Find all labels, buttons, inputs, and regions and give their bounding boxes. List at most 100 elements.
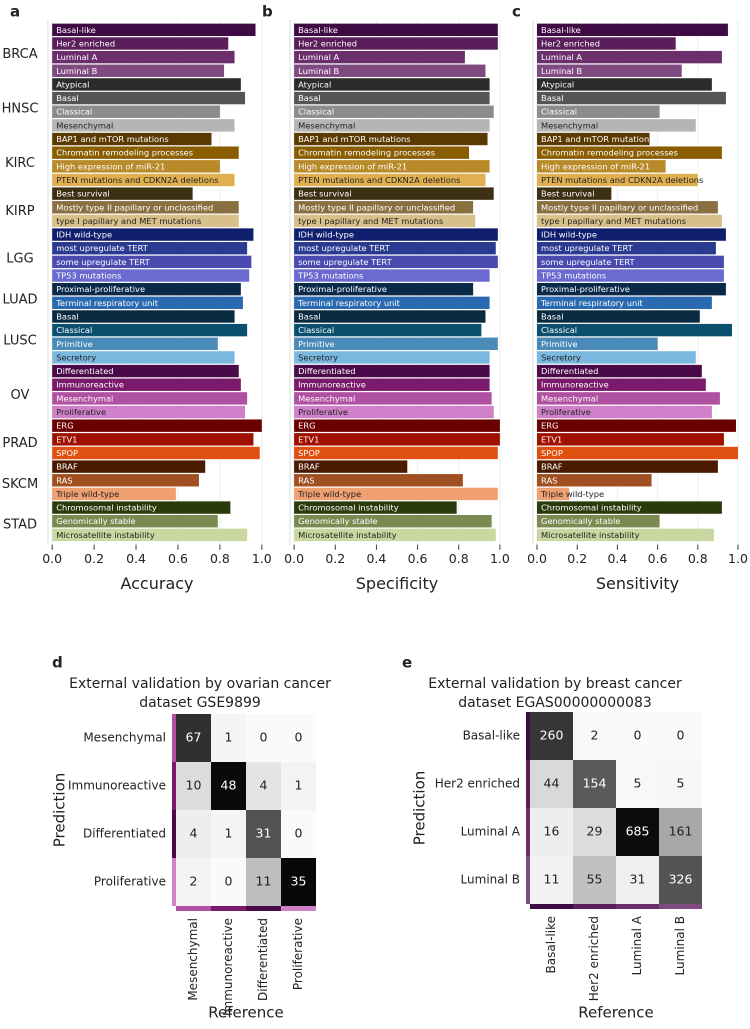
heatmap-cell — [573, 856, 616, 904]
bar-label: Basal-like — [56, 25, 96, 35]
bar — [294, 160, 490, 173]
cell-label: 0 — [295, 826, 303, 841]
cell-label: 11 — [256, 874, 272, 889]
bar — [52, 323, 248, 337]
bar-label: BRAF — [56, 462, 78, 472]
bar-label: PTEN mutations and CDKN2A deletions — [56, 175, 218, 185]
cell-label: 44 — [544, 776, 560, 791]
cell-label: 5 — [634, 776, 642, 791]
bar — [537, 446, 738, 460]
x-tick-label: 0.6 — [648, 551, 668, 566]
row-color-strip — [172, 858, 176, 906]
bar-label: Chromatin remodeling processes — [541, 148, 678, 158]
bar-label: Microsatellite instability — [298, 530, 397, 540]
heatmap-cell — [211, 810, 246, 858]
x-tick-label: Mesenchymal — [186, 918, 200, 1001]
bar — [52, 187, 193, 200]
heatmap-cell — [573, 760, 616, 808]
bar-label: SPOP — [56, 448, 78, 458]
bar — [537, 78, 712, 91]
bar-label: Mostly type II papillary or unclassified — [298, 202, 455, 212]
bar-label: Differentiated — [298, 366, 355, 376]
bar — [537, 160, 666, 173]
bar-label: BAP1 and mTOR mutations — [56, 134, 169, 144]
bar-label: Mesenchymal — [541, 120, 598, 130]
bar — [537, 105, 660, 118]
x-tick-label: 0.4 — [126, 551, 146, 566]
cell-label: 31 — [630, 872, 646, 887]
bar-label: Mesenchymal — [56, 120, 113, 130]
bar — [537, 282, 726, 296]
bar — [52, 364, 239, 378]
x-tick-label: Differentiated — [256, 918, 270, 1001]
bar — [537, 37, 676, 50]
bar-label: Immunoreactive — [298, 380, 366, 390]
cell-label: 35 — [291, 874, 307, 889]
bar-label: Primitive — [541, 339, 578, 349]
cell-label: 0 — [677, 728, 685, 743]
x-axis-label: Sensitivity — [596, 574, 679, 593]
x-tick-label: 0.8 — [210, 551, 230, 566]
bar-label: Best survival — [56, 189, 110, 199]
bar — [52, 228, 254, 241]
bar — [294, 433, 500, 446]
heatmap-cell — [659, 760, 702, 808]
bar-label: Chromatin remodeling processes — [298, 148, 435, 158]
bar-label: Her2 enriched — [298, 38, 357, 48]
bar-label: PTEN mutations and CDKN2A deletions — [541, 175, 703, 185]
bar — [537, 392, 720, 405]
bar — [52, 351, 235, 364]
group-label: SKCM — [2, 477, 38, 492]
y-axis-label: Prediction — [411, 771, 429, 846]
heatmap-cell — [530, 760, 573, 808]
bar-label: Basal — [541, 311, 564, 321]
bar — [537, 501, 722, 514]
y-tick-label: Immunoreactive — [68, 779, 166, 793]
bar-label: Secretory — [56, 352, 96, 362]
bar — [52, 23, 256, 37]
bar — [294, 242, 496, 255]
bar — [294, 474, 463, 487]
bar — [537, 228, 726, 241]
heatmap-cell — [530, 712, 573, 760]
heatmap-cell — [281, 762, 316, 810]
bar-label: TP53 mutations — [55, 271, 121, 281]
bar — [294, 460, 408, 473]
bar-label: Basal-like — [541, 25, 581, 35]
bar-label: Basal — [56, 93, 79, 103]
bar-label: Classical — [56, 107, 92, 117]
bar — [52, 378, 241, 391]
bar-label: Luminal B — [298, 66, 339, 76]
row-color-strip — [172, 810, 176, 858]
cell-label: 326 — [669, 872, 693, 887]
bar-label: Proliferative — [298, 407, 348, 417]
bar — [52, 405, 246, 419]
bar-label: SPOP — [541, 448, 563, 458]
heatmap-cell — [659, 712, 702, 760]
bar — [537, 337, 658, 350]
bar-label: most upregulate TERT — [56, 243, 149, 253]
heatmap-cell — [246, 858, 281, 906]
y-tick-label: Luminal B — [461, 873, 520, 887]
cell-label: 16 — [544, 824, 560, 839]
heatmap-cell — [616, 760, 659, 808]
bar — [294, 269, 490, 282]
bar-label: RAS — [298, 475, 314, 485]
cell-label: 10 — [186, 778, 202, 793]
heatmap-cell — [573, 808, 616, 856]
group-label: OV — [11, 388, 30, 403]
cell-label: 1 — [225, 730, 233, 745]
heatmap-cell — [246, 714, 281, 762]
x-tick-label: Her2 enriched — [587, 916, 601, 1001]
chart-title: External validation by ovarian cancer — [69, 676, 331, 692]
bar-label: TP53 mutations — [297, 271, 363, 281]
bar — [537, 187, 612, 200]
heatmap-cell — [176, 810, 211, 858]
heatmap-cell — [211, 858, 246, 906]
bar — [294, 50, 465, 64]
bar-label: RAS — [56, 475, 72, 485]
bar-label: Basal — [298, 93, 321, 103]
bar-label: Proliferative — [56, 407, 106, 417]
bar — [537, 296, 712, 310]
bar — [294, 64, 486, 77]
